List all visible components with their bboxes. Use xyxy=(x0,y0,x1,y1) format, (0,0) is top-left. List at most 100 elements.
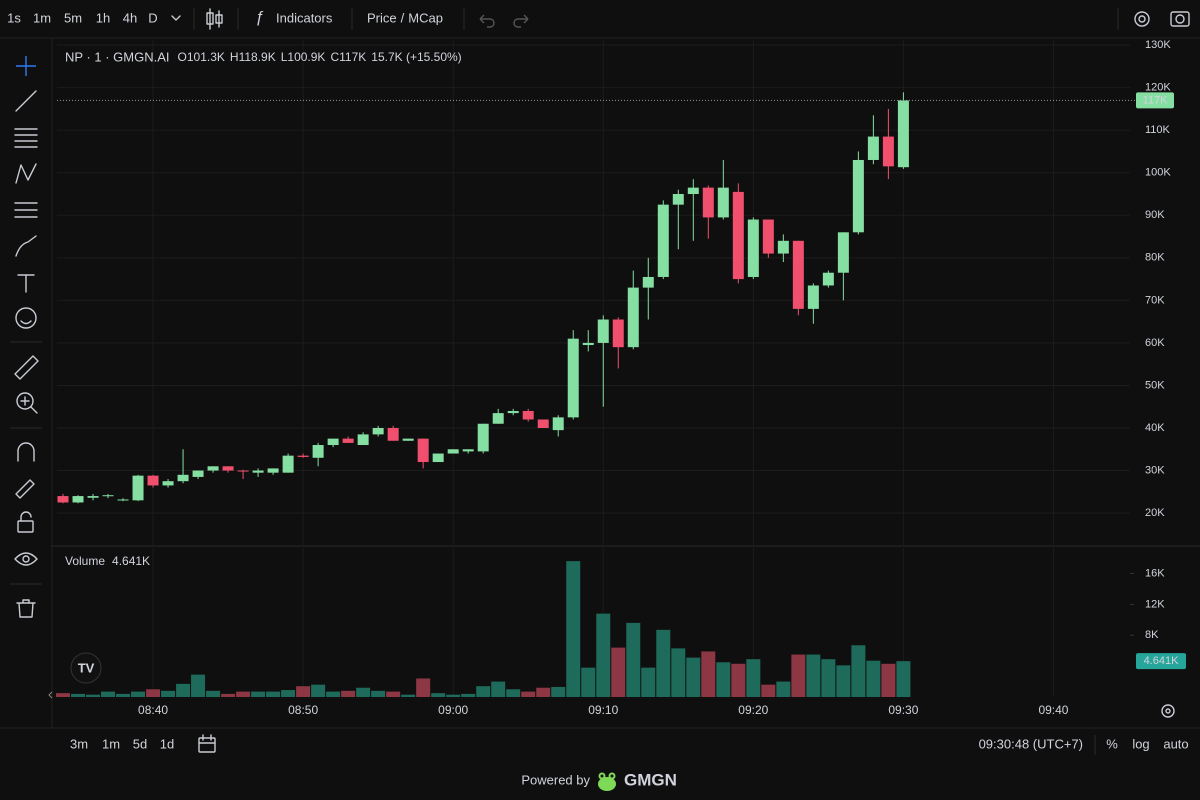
volume-bar xyxy=(221,693,236,697)
interval-button[interactable]: 4h xyxy=(123,10,137,25)
volume-bar xyxy=(671,648,686,697)
legend-key: C xyxy=(330,50,339,64)
candle-body xyxy=(297,455,309,457)
x-tick-label: 08:40 xyxy=(138,703,168,717)
candle-body xyxy=(312,445,324,458)
hide-tool[interactable] xyxy=(14,552,38,566)
candle-body xyxy=(792,240,804,309)
candle-body xyxy=(432,453,444,463)
candle-body xyxy=(132,475,144,501)
text-tool[interactable] xyxy=(17,274,35,293)
chart-type-button[interactable] xyxy=(206,8,223,30)
clock: 09:30:48 (UTC+7) xyxy=(979,736,1083,751)
range-button[interactable]: 1m xyxy=(102,736,120,751)
volume-bar xyxy=(701,651,716,697)
candle-body xyxy=(507,410,519,414)
crosshair-tool[interactable] xyxy=(16,56,36,76)
candle-body xyxy=(237,470,249,472)
candle-body xyxy=(177,474,189,482)
candle-body xyxy=(72,496,84,503)
ruler-tool[interactable] xyxy=(14,355,39,380)
volume-bar xyxy=(551,686,566,697)
scroll-left[interactable] xyxy=(48,691,53,699)
volume-title: Volume xyxy=(65,554,105,568)
last-volume-badge xyxy=(1136,653,1186,670)
volume-bar xyxy=(821,659,836,697)
fib-tool[interactable] xyxy=(14,128,38,148)
candle-body xyxy=(867,136,879,160)
candle-body xyxy=(642,276,654,288)
settings-button[interactable] xyxy=(1134,11,1150,27)
price-mode-option[interactable]: Price xyxy=(367,10,397,25)
range-button[interactable]: 3m xyxy=(70,736,88,751)
magnet-tool[interactable] xyxy=(17,442,35,462)
stay-drawing-tool[interactable] xyxy=(15,479,35,499)
candle-body xyxy=(327,438,339,446)
range-button[interactable]: 1d xyxy=(160,736,174,751)
brush-tool[interactable] xyxy=(15,235,37,257)
candle-body xyxy=(462,449,474,452)
tradingview-logo: TV xyxy=(70,652,102,684)
pattern-tool[interactable] xyxy=(15,163,37,184)
projection-tool[interactable] xyxy=(14,202,38,218)
emoji-tool[interactable] xyxy=(15,307,37,329)
volume-bar xyxy=(566,561,581,697)
interval-button[interactable]: 1m xyxy=(33,10,51,25)
candle-body xyxy=(492,413,504,424)
x-tick-label: 09:20 xyxy=(738,703,768,717)
price-mode-option[interactable]: MCap xyxy=(408,10,443,25)
indicators-button[interactable]: Indicators xyxy=(276,10,333,25)
volume-bar xyxy=(476,686,491,697)
candle-body xyxy=(342,438,354,443)
footer-text: Powered by xyxy=(521,772,590,787)
candle-body xyxy=(717,187,729,218)
volume-bar xyxy=(281,690,296,697)
volume-bar xyxy=(161,690,176,697)
volume-bar xyxy=(716,662,731,697)
volume-bar xyxy=(776,681,791,697)
y-tick-label: 20K xyxy=(1145,507,1165,519)
scale-option[interactable]: % xyxy=(1106,736,1118,751)
candle-body xyxy=(762,219,774,254)
candle-body xyxy=(267,468,279,473)
range-button[interactable]: 5d xyxy=(133,736,147,751)
candle-body xyxy=(567,338,579,418)
volume-bar xyxy=(191,674,206,697)
interval-button[interactable]: D xyxy=(148,10,157,25)
screenshot-button[interactable] xyxy=(1170,11,1190,27)
candle-body xyxy=(87,496,99,498)
scale-option[interactable]: log xyxy=(1132,736,1149,751)
scale-option[interactable]: auto xyxy=(1163,736,1188,751)
volume-tick-label: 16K xyxy=(1145,567,1165,579)
date-range-button[interactable] xyxy=(198,734,216,753)
volume-bar xyxy=(266,691,281,697)
fx-icon[interactable]: ƒ xyxy=(255,9,264,26)
interval-button[interactable]: 1s xyxy=(7,10,21,25)
interval-button[interactable]: 5m xyxy=(64,10,82,25)
undo-button[interactable] xyxy=(479,14,495,28)
delete-tool[interactable] xyxy=(16,599,36,618)
volume-bar xyxy=(731,663,746,697)
top-toolbar-icons: ƒ xyxy=(171,8,1190,30)
volume-bar xyxy=(116,693,131,697)
volume-bar xyxy=(416,678,431,697)
y-tick-label: 80K xyxy=(1145,252,1165,264)
lock-tool[interactable] xyxy=(17,511,34,533)
legend-value: 117K xyxy=(339,50,366,64)
candle-body xyxy=(537,419,549,429)
volume-bar xyxy=(431,693,446,697)
legend-value: 101.3K xyxy=(187,50,225,64)
volume-bar xyxy=(146,689,161,697)
candle-body xyxy=(207,466,219,471)
zoom-tool[interactable] xyxy=(16,392,38,414)
interval-dropdown[interactable] xyxy=(171,15,181,21)
legend-key: H xyxy=(230,50,239,64)
interval-button[interactable]: 1h xyxy=(96,10,110,25)
last-price-badge xyxy=(1136,92,1174,109)
axis-settings[interactable] xyxy=(1161,704,1175,718)
trend-line-tool[interactable] xyxy=(15,90,37,112)
candle-body xyxy=(192,470,204,477)
x-tick-label: 08:50 xyxy=(288,703,318,717)
redo-button[interactable] xyxy=(513,14,529,28)
candle-body xyxy=(837,232,849,273)
